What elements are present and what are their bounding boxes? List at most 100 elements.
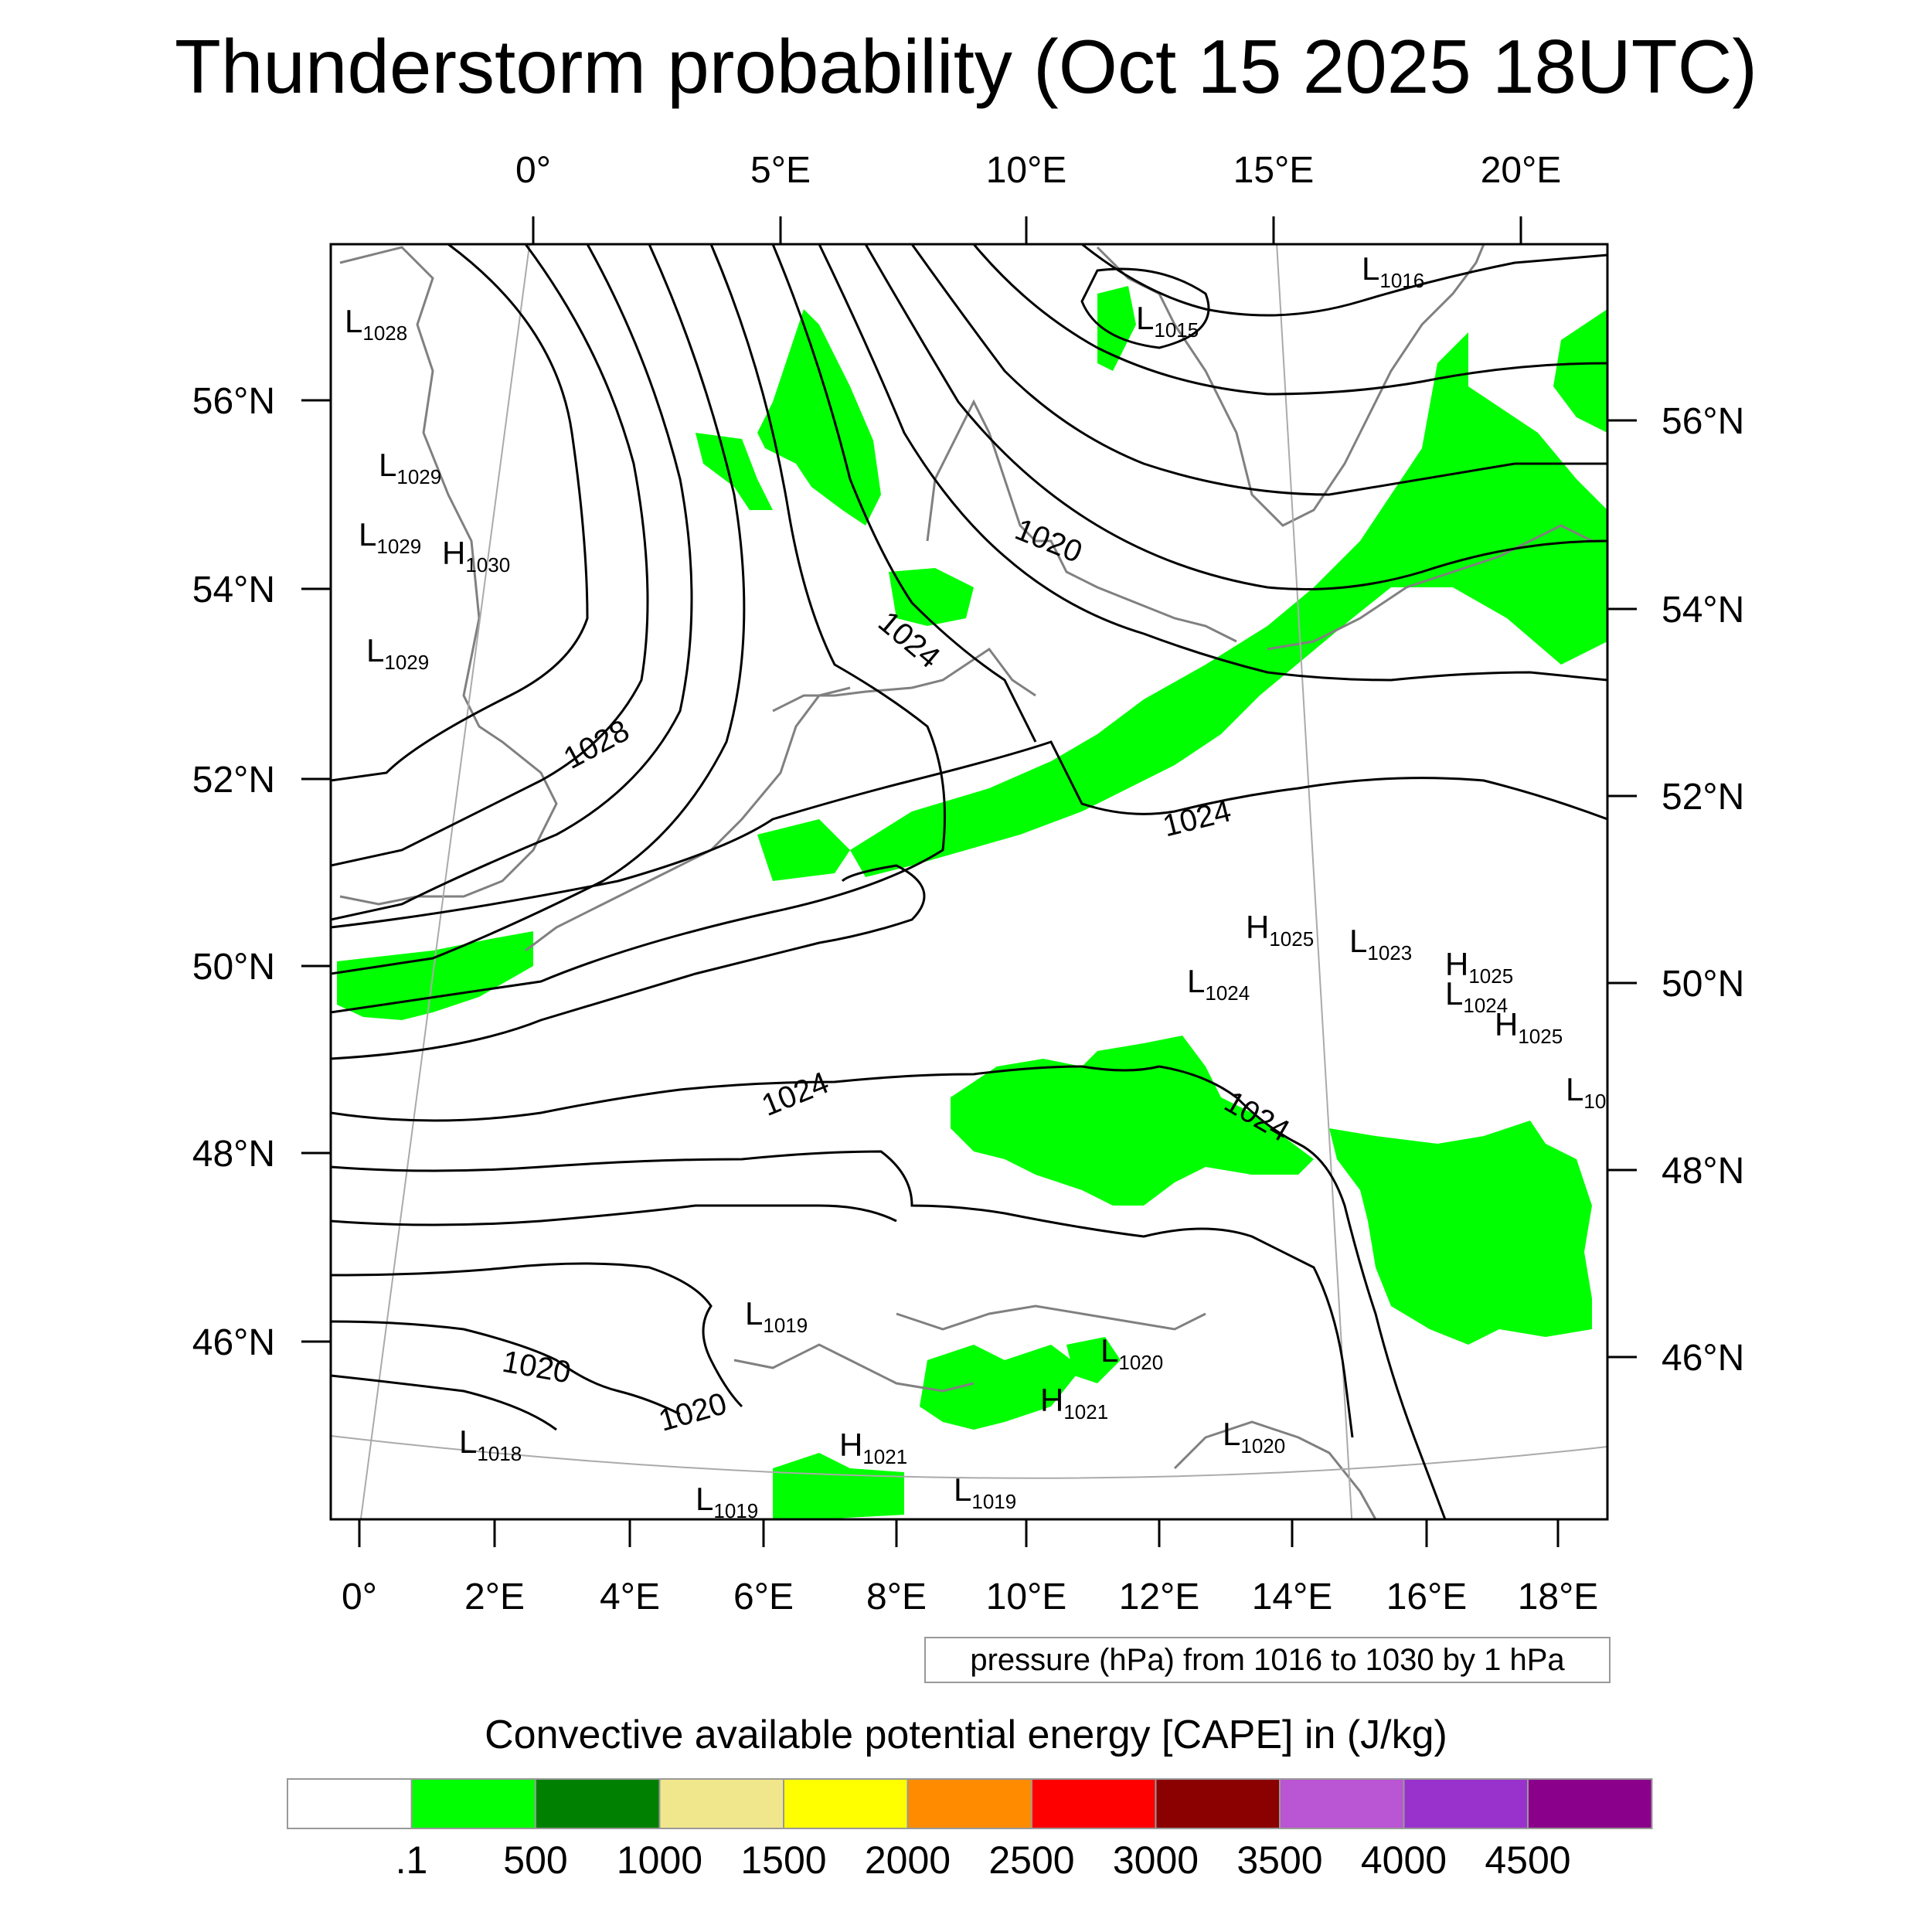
top-lon-labels: 0° 5°E 10°E 15°E 20°E — [515, 150, 1561, 191]
isobars — [331, 244, 1607, 1519]
isobar-south-front — [331, 740, 1607, 929]
pressure-center: L1019 — [954, 1471, 1016, 1513]
cape-area-northsea-west — [696, 433, 773, 510]
isobar-mid-2 — [771, 244, 1037, 743]
right-lat-label: 56°N — [1662, 401, 1744, 442]
bottom-lon-label: 8°E — [866, 1577, 927, 1617]
coast-netherlands-germany — [772, 647, 1036, 713]
isobar-west-2 — [331, 244, 649, 867]
colorbar-swatch — [658, 1778, 784, 1829]
pressure-center: L1019 — [745, 1295, 808, 1337]
left-lat-label: 52°N — [192, 760, 275, 801]
coast-britain — [339, 246, 558, 906]
cape-area-po-valley — [773, 1453, 904, 1519]
colorbar-swatch — [783, 1778, 909, 1829]
isobar-south-3 — [331, 1150, 1354, 1438]
bottom-lon-label: 16°E — [1386, 1577, 1468, 1617]
right-lat-label: 54°N — [1662, 590, 1744, 631]
pressure-center: H1025 — [1495, 1006, 1563, 1048]
isobar-mid-1 — [331, 244, 946, 1014]
cape-area-denmark — [889, 568, 974, 626]
left-lat-label: 54°N — [192, 570, 275, 611]
pressure-center: L1018 — [459, 1423, 522, 1465]
left-lat-label: 56°N — [192, 381, 275, 422]
coast-france-north — [525, 686, 851, 952]
colorbar-label: 4500 — [1485, 1838, 1570, 1882]
isobar-west-3 — [331, 244, 693, 921]
isobar-mid-5 — [910, 244, 1607, 496]
pressure-center: H1021 — [1040, 1382, 1108, 1423]
top-lon-label: 20°E — [1481, 150, 1562, 191]
pressure-center: L1016 — [1362, 250, 1424, 292]
left-lat-labels: 56°N 54°N 52°N 50°N 48°N 46°N — [192, 381, 275, 1363]
pressure-center: L1015 — [1136, 300, 1199, 342]
colorbar-swatch — [906, 1778, 1032, 1829]
bottom-lon-label: 12°E — [1119, 1577, 1200, 1617]
chart-title: Thunderstorm probability (Oct 15 2025 18… — [175, 24, 1757, 109]
right-lat-label: 52°N — [1662, 777, 1744, 818]
isobar-mid-4 — [864, 244, 1607, 590]
isobar-north-2 — [1081, 244, 1607, 317]
isobar-west-4 — [331, 244, 746, 975]
left-lat-label: 46°N — [192, 1322, 275, 1363]
pressure-center: H1021 — [839, 1427, 907, 1468]
bottom-lon-label: 10°E — [986, 1577, 1067, 1617]
isobar-south-7 — [331, 1374, 557, 1431]
isobar-l1015 — [1080, 267, 1210, 349]
cape-area-alps-south — [920, 1345, 1082, 1430]
pressure-center: L10 — [1566, 1071, 1606, 1113]
right-lat-label: 50°N — [1662, 964, 1744, 1005]
colorbar-swatch — [1031, 1778, 1157, 1829]
left-lat-label: 50°N — [192, 947, 275, 988]
cape-area-northsea-east — [757, 309, 881, 526]
colorbar-swatch — [1403, 1778, 1529, 1829]
pressure-center: H1030 — [442, 535, 510, 577]
pressure-center: H1025 — [1246, 909, 1314, 951]
meridian-15e — [1276, 244, 1353, 1519]
pressure-center: L1023 — [1349, 923, 1412, 964]
cape-area-east-alps — [1066, 1337, 1121, 1383]
cape-area-hungary — [1329, 1121, 1592, 1345]
meridian-0 — [359, 244, 531, 1519]
pressure-center: L1029 — [379, 447, 441, 488]
cape-area-front-band — [850, 332, 1607, 877]
bottom-lon-label: 18°E — [1518, 1577, 1599, 1617]
cape-area-netherlands-scatter — [757, 819, 850, 881]
bottom-lon-label: 2°E — [464, 1577, 525, 1617]
map-area — [331, 244, 1607, 1519]
colorbar-swatch — [287, 1778, 413, 1829]
colorbar-swatch — [1279, 1778, 1405, 1829]
colorbar: .1 500 1000 1500 2000 2500 3000 3500 4000 4500 — [287, 1778, 1653, 1882]
colorbar-label: .1 — [396, 1838, 428, 1882]
pressure-center: L1029 — [366, 632, 429, 674]
coast-adriatic — [1173, 1420, 1377, 1519]
top-lon-label: 15°E — [1233, 150, 1315, 191]
isobar-south-1 — [331, 864, 926, 1060]
cape-area-scandinavia-north — [1097, 286, 1136, 371]
isobar-north-1 — [972, 244, 1607, 396]
left-lat-label: 48°N — [192, 1134, 275, 1175]
coast-italy-north — [733, 1343, 975, 1393]
pressure-center: L1020 — [1100, 1332, 1163, 1374]
coast-sweden-east — [1359, 244, 1485, 434]
colorbar-label: 500 — [503, 1838, 567, 1882]
colorbar-label: 3000 — [1113, 1838, 1199, 1882]
contour-info-box: pressure (hPa) from 1016 to 1030 by 1 hP… — [924, 1637, 1611, 1683]
bottom-lon-label: 4°E — [600, 1577, 660, 1617]
colorbar-label: 3500 — [1236, 1838, 1322, 1882]
right-lat-labels: 56°N 54°N 52°N 50°N 48°N 46°N — [1662, 401, 1744, 1379]
colorbar-label: 2000 — [865, 1838, 951, 1882]
colorbar-label: 2500 — [988, 1838, 1074, 1882]
isobar-mid-3 — [818, 244, 1607, 682]
colorbar-swatch — [535, 1778, 661, 1829]
cape-areas — [337, 286, 1607, 1519]
right-lat-label: 48°N — [1662, 1151, 1744, 1192]
pressure-center: L1028 — [345, 303, 407, 345]
bottom-lon-labels: 0° 2°E 4°E 6°E 8°E 10°E 12°E 14°E 16°E 1… — [342, 1577, 1598, 1617]
bottom-lon-label: 0° — [342, 1577, 377, 1617]
axis-ticks — [301, 216, 1637, 1547]
border-alps — [896, 1304, 1206, 1331]
bottom-lon-label: 14°E — [1252, 1577, 1333, 1617]
cape-area-biscay-channel — [337, 931, 533, 1020]
